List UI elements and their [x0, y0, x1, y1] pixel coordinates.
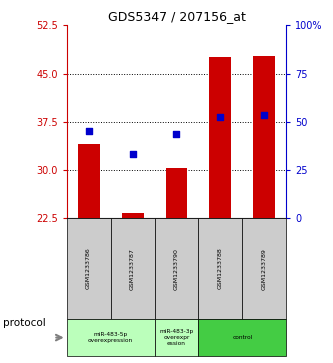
Bar	[67, 319, 155, 356]
Point	[218, 114, 223, 120]
Text: protocol: protocol	[3, 318, 46, 328]
Text: GSM1233789: GSM1233789	[262, 248, 267, 290]
Text: miR-483-3p
overexpr
ession: miR-483-3p overexpr ession	[160, 329, 193, 346]
Text: GSM1233790: GSM1233790	[174, 248, 179, 290]
Bar	[242, 218, 286, 319]
Bar	[198, 319, 286, 356]
Title: GDS5347 / 207156_at: GDS5347 / 207156_at	[108, 10, 245, 23]
Bar	[198, 218, 242, 319]
Point	[174, 131, 179, 137]
Text: GSM1233788: GSM1233788	[218, 248, 223, 290]
Bar	[78, 144, 100, 218]
Bar	[155, 218, 198, 319]
Bar	[166, 168, 187, 218]
Text: GSM1233787: GSM1233787	[130, 248, 135, 290]
Text: GSM1233786: GSM1233786	[86, 248, 91, 290]
Point	[262, 112, 267, 118]
Point	[130, 151, 135, 156]
Bar	[111, 218, 155, 319]
Bar	[122, 213, 144, 218]
Point	[86, 129, 91, 134]
Text: control: control	[232, 335, 252, 340]
Text: miR-483-5p
overexpression: miR-483-5p overexpression	[88, 332, 133, 343]
Bar	[155, 319, 198, 356]
Bar	[67, 218, 111, 319]
Bar	[209, 57, 231, 218]
Bar	[253, 56, 275, 218]
